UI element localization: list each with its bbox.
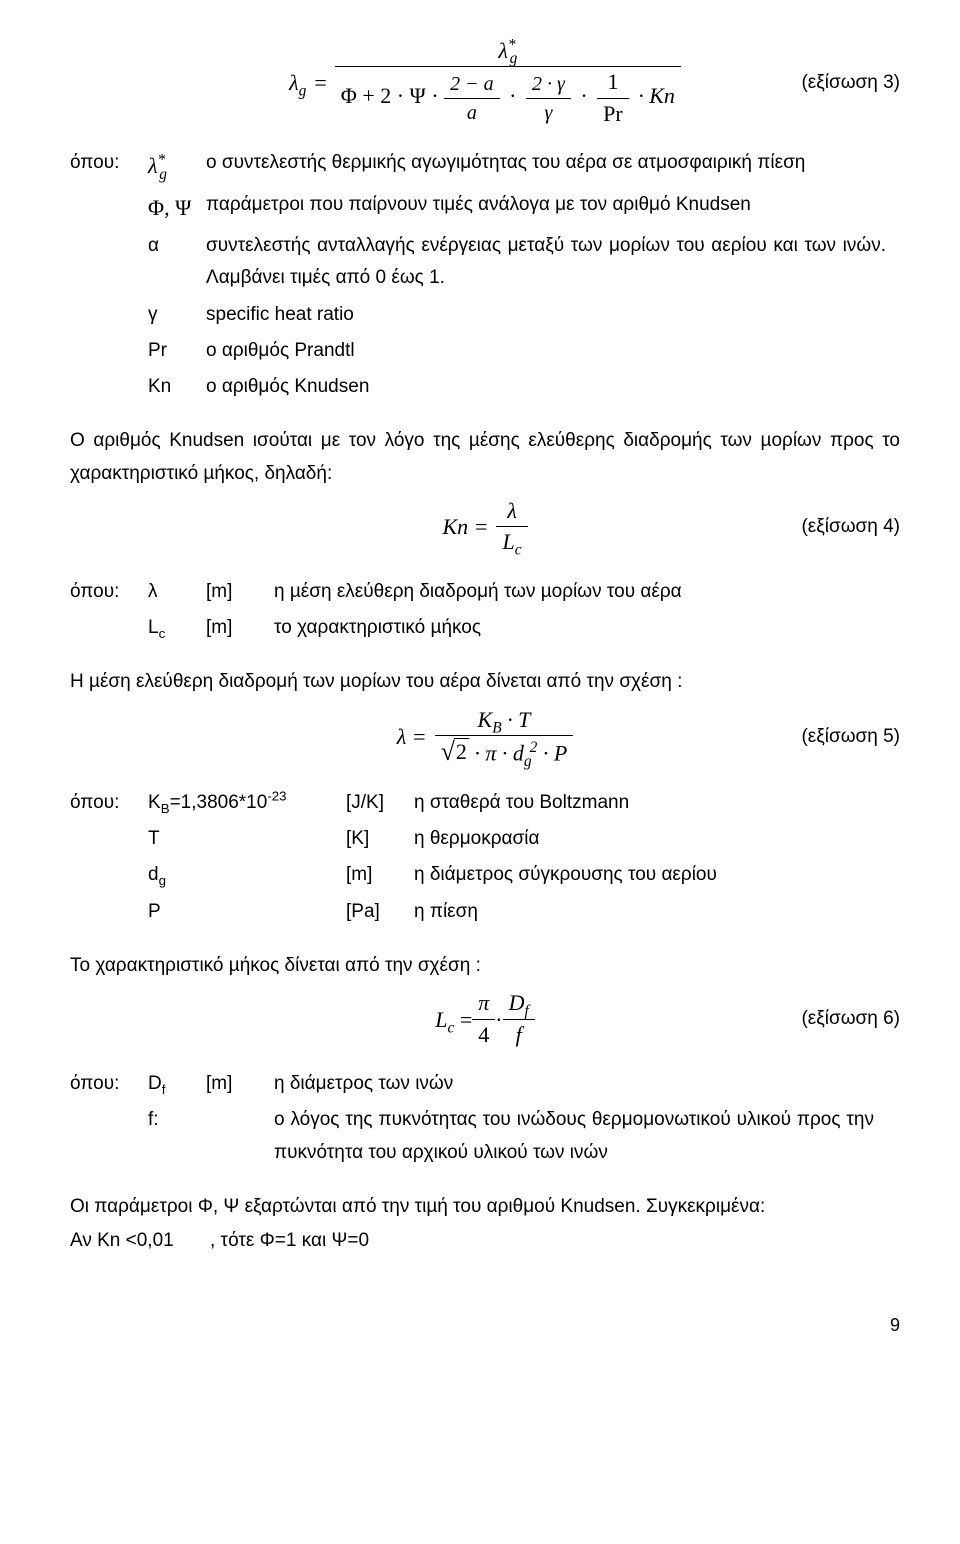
paragraph: Αν Kn <0,01, τότε Φ=1 και Ψ=0 bbox=[70, 1225, 900, 1257]
paragraph: Η µέση ελεύθερη διαδρομή των µορίων του … bbox=[70, 666, 900, 698]
eq3-lhs: λg bbox=[289, 64, 306, 101]
definitions-eq6: όπου: Df [m] η διάμετρος των ινών f: ο λ… bbox=[70, 1066, 882, 1171]
page-number: 9 bbox=[70, 1260, 900, 1341]
def-sym: KB=1,3806*10-23 bbox=[148, 785, 346, 821]
paragraph: Οι παράμετροι Φ, Ψ εξαρτώνται από την τι… bbox=[70, 1191, 900, 1223]
eq4-label: (εξίσωση 4) bbox=[801, 511, 900, 543]
def-unit: [m] bbox=[206, 1066, 274, 1102]
equation-4: Kn = λ Lc (εξίσωση 4) bbox=[70, 498, 900, 556]
eq6-label: (εξίσωση 6) bbox=[801, 1003, 900, 1035]
def-txt: η θερμοκρασία bbox=[414, 821, 725, 857]
def-txt: η πίεση bbox=[414, 894, 725, 930]
def-sym: Pr bbox=[148, 333, 206, 369]
def-sym: λ*g bbox=[148, 145, 206, 186]
def-unit: [Pa] bbox=[346, 894, 414, 930]
eq4-lhs: Kn = bbox=[442, 508, 488, 545]
paragraph: Το χαρακτηριστικό µήκος δίνεται από την … bbox=[70, 950, 900, 982]
def-sym: Df bbox=[148, 1066, 206, 1102]
def-sym: Kn bbox=[148, 369, 206, 405]
def-txt: συντελεστής ανταλλαγής ενέργειας μεταξύ … bbox=[206, 228, 894, 297]
def-txt: ο αριθμός Knudsen bbox=[206, 369, 894, 405]
opou-label: όπου: bbox=[70, 785, 148, 821]
def-txt: η διάμετρος σύγκρουσης του αερίου bbox=[414, 857, 725, 893]
def-unit: [K] bbox=[346, 821, 414, 857]
def-sym: α bbox=[148, 228, 206, 297]
def-unit: [J/K] bbox=[346, 785, 414, 821]
def-txt: ο λόγος της πυκνότητας του ινώδους θερμο… bbox=[274, 1102, 882, 1171]
def-sym: Φ, Ψ bbox=[148, 187, 206, 228]
equation-5: λ = KB · T √ 2 · π · dg2 · P (εξίσωση 5) bbox=[70, 707, 900, 767]
def-txt: specific heat ratio bbox=[206, 297, 894, 333]
def-sym: T bbox=[148, 821, 346, 857]
sqrt-icon: √ 2 bbox=[441, 738, 469, 765]
definitions-eq5: όπου: KB=1,3806*10-23 [J/K] η σταθερά το… bbox=[70, 785, 725, 930]
def-unit: [m] bbox=[206, 574, 274, 610]
def-sym: P bbox=[148, 894, 346, 930]
definitions-eq4: όπου: λ [m] η µέση ελεύθερη διαδρομή των… bbox=[70, 574, 690, 647]
def-txt: η σταθερά του Boltzmann bbox=[414, 785, 725, 821]
def-txt: ο αριθμός Prandtl bbox=[206, 333, 894, 369]
def-sym: λ bbox=[148, 574, 206, 610]
def-unit: [m] bbox=[346, 857, 414, 893]
def-txt: το χαρακτηριστικό µήκος bbox=[274, 610, 690, 646]
definitions-eq3: όπου: λ*g ο συντελεστής θερμικής αγωγιμό… bbox=[70, 145, 894, 405]
eq3-label: (εξίσωση 3) bbox=[801, 66, 900, 98]
def-txt: η διάμετρος των ινών bbox=[274, 1066, 882, 1102]
def-sym: γ bbox=[148, 297, 206, 333]
def-unit: [m] bbox=[206, 610, 274, 646]
def-sym: f: bbox=[148, 1102, 206, 1171]
def-sym: Lc bbox=[148, 610, 206, 646]
def-txt: ο συντελεστής θερμικής αγωγιμότητας του … bbox=[206, 145, 894, 186]
opou-label: όπου: bbox=[70, 145, 148, 186]
opou-label: όπου: bbox=[70, 1066, 148, 1102]
def-txt: η µέση ελεύθερη διαδρομή των µορίων του … bbox=[274, 574, 690, 610]
paragraph: Ο αριθμός Knudsen ισούται με τον λόγο τη… bbox=[70, 425, 900, 490]
eq5-lhs: λ = bbox=[397, 718, 427, 755]
eq5-label: (εξίσωση 5) bbox=[801, 721, 900, 753]
eq3-main-frac: λ*g Φ + 2 · Ψ · 2 − a a · 2 · γ γ · 1 Pr… bbox=[335, 38, 681, 127]
def-sym: dg bbox=[148, 857, 346, 893]
equation-3: λg = λ*g Φ + 2 · Ψ · 2 − a a · 2 · γ γ ·… bbox=[70, 38, 900, 127]
def-txt: παράμετροι που παίρνουν τιμές ανάλογα με… bbox=[206, 187, 894, 228]
opou-label: όπου: bbox=[70, 574, 148, 610]
equation-6: Lc = π 4 · Df f (εξίσωση 6) bbox=[70, 990, 900, 1048]
